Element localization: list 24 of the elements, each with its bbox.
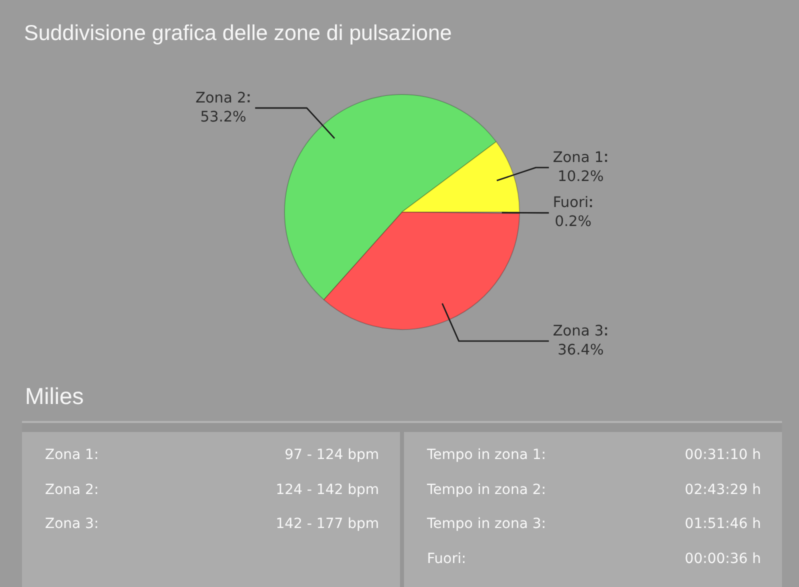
slice-label: Fuori bbox=[552, 195, 588, 212]
text: 124 - 142 bpm bbox=[276, 480, 379, 500]
text: 97 - 124 bpm bbox=[284, 446, 379, 465]
data-label: 0.2% bbox=[554, 214, 592, 230]
text: 01:51:46 h bbox=[684, 515, 761, 534]
text: 00:31:10 h bbox=[684, 446, 761, 465]
text: Tempo in zona 1: bbox=[427, 446, 546, 465]
data-label: 10.2% bbox=[558, 168, 604, 185]
data-label: 36.4% bbox=[558, 342, 604, 358]
text: 00:00:36 h bbox=[684, 550, 761, 568]
slice-label: Zona 2 bbox=[195, 90, 246, 106]
text: Zona 1: bbox=[45, 446, 99, 465]
text: Fuori: bbox=[427, 550, 466, 568]
text: Tempo in zona 3: bbox=[427, 515, 546, 534]
slice-label: Zona 1 bbox=[552, 150, 604, 166]
slice-label: Zona 3 bbox=[552, 323, 604, 340]
text: Milies bbox=[25, 382, 84, 410]
text: Zona 2: bbox=[45, 480, 99, 500]
text: Zona 3: bbox=[45, 515, 99, 534]
text: 02:43:29 h bbox=[684, 480, 761, 500]
text: 142 - 177 bpm bbox=[276, 515, 379, 534]
chart-title: Suddivisione grafica delle zone di pulsazione bbox=[24, 20, 452, 47]
data-label: 53.2% bbox=[200, 109, 246, 126]
text: Tempo in zona 2: bbox=[427, 480, 546, 500]
